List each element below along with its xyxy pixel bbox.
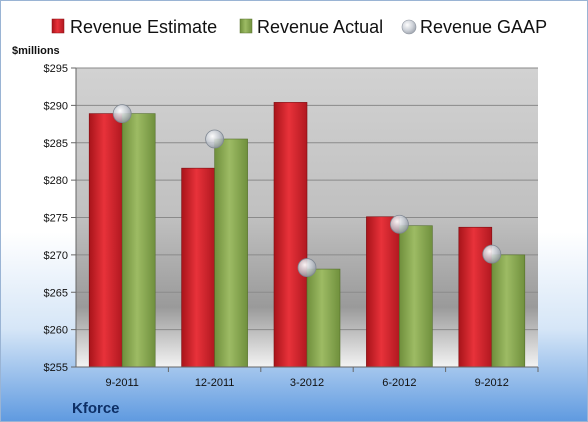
gaap-marker (112, 104, 132, 123)
estimate-bar (366, 216, 400, 368)
legend-label-actual: Revenue Actual (257, 17, 383, 37)
y-tick-label: $285 (44, 138, 68, 150)
y-tick-label: $265 (44, 287, 68, 299)
estimate-bar (181, 167, 215, 368)
y-tick-label: $255 (44, 362, 68, 374)
gaap-marker (297, 258, 317, 277)
company-name: Kforce (72, 400, 120, 417)
y-axis-ticks: $255 $260 $265 $270 $275 $280 $285 $290 $295 (44, 63, 68, 374)
gaap-marker (205, 129, 225, 149)
gaap-marker (482, 244, 502, 264)
estimate-bar (88, 113, 123, 368)
x-axis-ticks: 9-2011 12-2011 3-2012 6-2012 9-2012 (105, 367, 539, 389)
actual-bar (491, 254, 526, 368)
actual-bar (399, 225, 433, 368)
x-tick-label: 9-2012 (475, 377, 509, 389)
x-tick-label: 9-2011 (105, 377, 138, 389)
legend-swatch-actual (239, 18, 253, 34)
actual-bar (306, 268, 341, 368)
legend-swatch-estimate (51, 18, 65, 34)
y-tick-label: $260 (44, 325, 68, 337)
x-tick-label: 12-2011 (195, 377, 235, 389)
x-tick-label: 3-2012 (290, 377, 324, 389)
actual-bar (214, 138, 248, 368)
estimate-bar (273, 102, 308, 368)
gaap-markers (112, 104, 502, 277)
legend-marker-gaap (401, 19, 417, 35)
legend-label-gaap: Revenue GAAP (420, 17, 547, 37)
y-tick-label: $295 (44, 63, 68, 75)
legend-label-estimate: Revenue Estimate (70, 17, 217, 37)
legend: Revenue Estimate Revenue Actual Revenue … (51, 17, 547, 37)
x-tick-label: 6-2012 (382, 377, 416, 389)
y-tick-label: $280 (44, 175, 68, 187)
gaap-marker (389, 214, 409, 234)
y-tick-label: $275 (44, 213, 68, 225)
bars (88, 102, 526, 368)
actual-bar (121, 113, 156, 368)
y-tick-label: $270 (44, 250, 68, 262)
y-unit-label: $millions (12, 45, 60, 57)
y-tick-label: $290 (44, 100, 68, 112)
